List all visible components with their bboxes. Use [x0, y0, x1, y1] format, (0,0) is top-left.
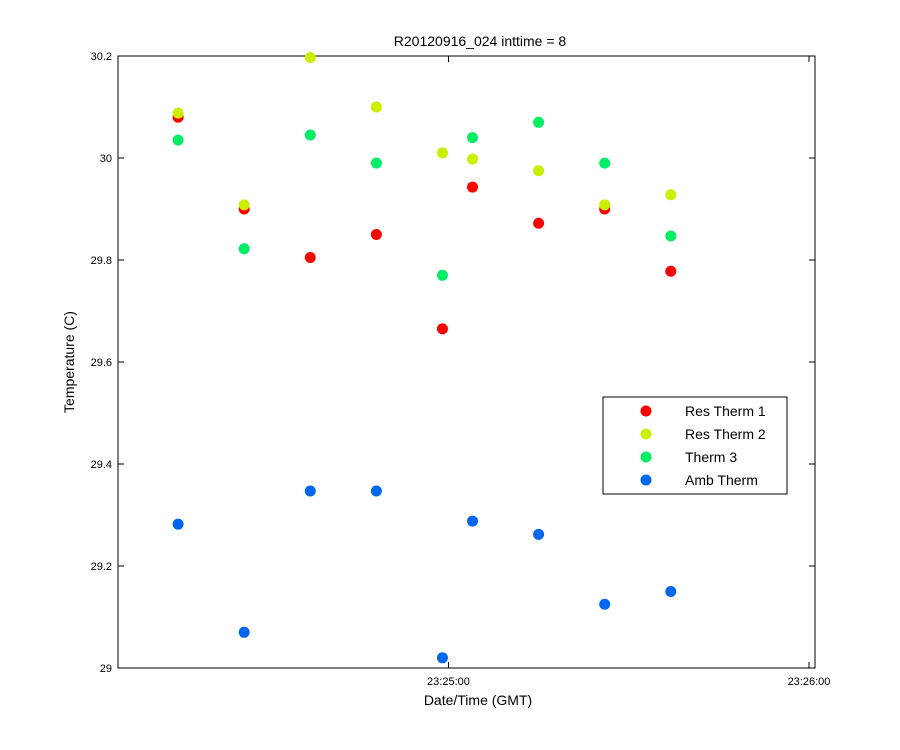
chart-title: R20120916_024 inttime = 8	[394, 33, 567, 49]
legend-label: Amb Therm	[685, 472, 758, 488]
point-res-therm-2	[304, 52, 316, 64]
y-tick-label: 29.2	[91, 561, 112, 573]
point-therm-3	[370, 157, 382, 169]
legend: Res Therm 1 Res Therm 2 Therm 3 Amb Therm	[602, 396, 788, 495]
point-amb-therm	[238, 626, 250, 638]
x-axis-title: Date/Time (GMT)	[424, 692, 532, 708]
point-amb-therm	[599, 598, 611, 610]
point-amb-therm	[370, 485, 382, 497]
legend-label: Res Therm 2	[685, 426, 766, 442]
plot-area	[117, 55, 816, 669]
point-therm-3	[467, 132, 479, 144]
point-res-therm-2	[665, 189, 677, 201]
legend-marker	[640, 428, 652, 440]
legend-marker	[640, 451, 652, 463]
y-tick-label: 29.8	[91, 255, 112, 267]
point-therm-3	[665, 230, 677, 242]
point-res-therm-2	[436, 147, 448, 159]
data-points	[172, 52, 677, 664]
y-tick-label: 30	[100, 153, 112, 165]
point-amb-therm	[172, 518, 184, 530]
point-res-therm-2	[599, 199, 611, 211]
y-tick-label: 29.6	[91, 357, 112, 369]
point-therm-3	[172, 134, 184, 146]
point-res-therm-2	[172, 107, 184, 119]
point-therm-3	[599, 157, 611, 169]
point-therm-3	[533, 116, 545, 128]
y-tick-label: 30.2	[91, 51, 112, 63]
point-therm-3	[304, 129, 316, 141]
point-amb-therm	[436, 652, 448, 664]
x-tick-label: 23:25:00	[427, 676, 470, 688]
y-tick-label: 29.4	[91, 459, 112, 471]
point-amb-therm	[304, 485, 316, 497]
point-res-therm-1	[665, 265, 677, 277]
legend-label: Res Therm 1	[685, 403, 766, 419]
point-res-therm-1	[304, 251, 316, 263]
point-therm-3	[436, 269, 448, 281]
point-res-therm-2	[533, 165, 545, 177]
point-res-therm-1	[370, 229, 382, 240]
point-amb-therm	[467, 515, 479, 527]
point-amb-therm	[533, 528, 545, 540]
legend-label: Therm 3	[685, 449, 737, 465]
point-res-therm-1	[467, 181, 479, 193]
point-res-therm-2	[238, 199, 250, 211]
point-res-therm-1	[533, 217, 545, 229]
legend-marker	[640, 474, 652, 486]
legend-box	[602, 396, 788, 495]
y-axis-title: Temperature (C)	[61, 311, 77, 413]
point-res-therm-1	[436, 323, 448, 335]
axis-ticks: 29 29.2 29.4 29.6 29.8 30 30.2 23:25:00 23:26:00	[91, 51, 831, 688]
point-res-therm-2	[370, 101, 382, 113]
point-amb-therm	[665, 586, 677, 597]
y-tick-label: 29	[100, 663, 112, 675]
point-therm-3	[238, 243, 250, 255]
point-res-therm-2	[467, 153, 479, 165]
legend-marker	[640, 405, 652, 417]
x-tick-label: 23:26:00	[788, 676, 831, 688]
